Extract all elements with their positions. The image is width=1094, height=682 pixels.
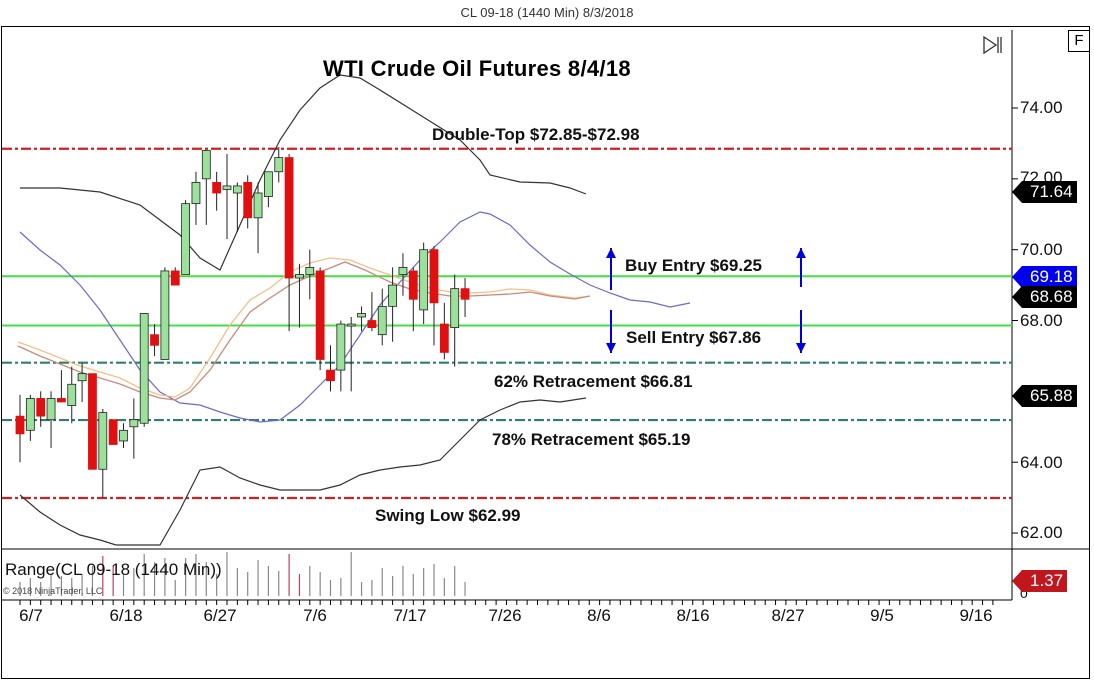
sell-arrow-left-head: [606, 343, 616, 353]
x-tick-label: 6/27: [203, 606, 237, 625]
candle-up: [181, 203, 191, 275]
candle-up: [253, 192, 263, 219]
candle-up: [129, 419, 139, 428]
candle-up: [450, 288, 460, 329]
annotation-buy-entry: Buy Entry $69.25: [625, 256, 763, 275]
candle-up: [419, 249, 429, 311]
candle-up: [98, 412, 108, 470]
candle-up: [77, 373, 87, 382]
candle-up: [46, 398, 56, 421]
x-tick-label: 8/6: [587, 606, 611, 625]
candle-up: [263, 171, 273, 197]
candle-up: [67, 383, 77, 406]
bollinger-lower-band: [19, 397, 587, 546]
candle-down: [36, 398, 46, 417]
buy-entry-marker: 69.18: [1012, 266, 1077, 288]
candle-down: [243, 181, 253, 219]
candle-down: [326, 369, 335, 382]
candle-down: [108, 419, 118, 445]
x-tick-label: 8/27: [771, 606, 805, 625]
window-title: CL 09-18 (1440 Min) 8/3/2018: [460, 5, 634, 20]
candle-up: [346, 323, 356, 327]
candle-up: [25, 398, 35, 431]
x-tick-label: 7/26: [488, 606, 522, 625]
candle-down: [439, 323, 449, 353]
candle-up: [305, 266, 315, 275]
copyright-text: © 2018 NinjaTrader, LLC: [3, 586, 103, 596]
y-tick-70: 70.00: [1020, 240, 1063, 259]
x-tick-label: 7/17: [393, 606, 427, 625]
candle-up: [274, 157, 284, 173]
skip-to-end-icon: [983, 35, 1002, 55]
annotation-62-retracement: 62% Retracement $66.81: [494, 372, 693, 391]
last-price-marker: 71.64: [1012, 181, 1077, 203]
candle-up: [295, 274, 304, 279]
candle-down: [15, 415, 25, 435]
candle-down: [460, 288, 470, 300]
range-y-tick-0: 0: [1020, 585, 1028, 601]
candle-down: [429, 249, 439, 304]
f-button[interactable]: F: [1068, 30, 1090, 52]
annotation-78-retracement: 78% Retracement $65.19: [492, 430, 691, 449]
ma-price-marker: 68.68: [1012, 286, 1077, 308]
chart-frame: [1, 26, 1090, 679]
candle-down: [150, 334, 159, 346]
candle-up: [222, 185, 232, 190]
candle-down: [284, 157, 294, 279]
annotation-swing-low: Swing Low $62.99: [375, 506, 521, 525]
skip-to-end-button[interactable]: [981, 34, 1003, 56]
candle-down: [212, 181, 222, 194]
candle-up: [191, 181, 201, 205]
candle-down: [367, 320, 377, 329]
annotation-double-top: Double-Top $72.85-$72.98: [432, 125, 640, 144]
candle-down: [57, 398, 66, 403]
bollinger-upper-band: [20, 74, 587, 271]
candle-down: [315, 270, 325, 360]
sell-arrow-right-head: [796, 343, 806, 353]
range-value-marker: 1.37: [1011, 570, 1068, 592]
y-tick-68: 68.00: [1020, 311, 1063, 330]
candle-down: [170, 270, 180, 286]
x-tick-label: 9/16: [959, 606, 993, 625]
candle-up: [201, 150, 211, 180]
candle-up: [336, 323, 346, 371]
ema-line-fast: [17, 257, 591, 398]
buy-arrow-right-head: [796, 248, 806, 258]
candle-up: [139, 313, 149, 424]
candle-up: [119, 429, 128, 442]
candle-up: [388, 284, 398, 307]
y-tick-62: 62.00: [1020, 523, 1063, 542]
x-tick-label: 7/6: [303, 606, 327, 625]
candle-down: [408, 270, 418, 300]
range-indicator-label: Range(CL 09-18 (1440 Min)): [5, 560, 222, 579]
x-tick-label: 6/18: [109, 606, 143, 625]
y-tick-74: 74.00: [1020, 98, 1063, 117]
ema-line-slow: [17, 261, 591, 401]
lower-band-marker: 65.88: [1012, 385, 1077, 407]
candle-up: [377, 305, 387, 336]
candle-up: [160, 270, 170, 360]
candle-up: [357, 313, 366, 318]
candle-up: [232, 185, 242, 194]
candle-down: [88, 373, 97, 470]
x-tick-label: 8/16: [676, 606, 710, 625]
y-tick-64: 64.00: [1020, 453, 1063, 472]
annotation-sell-entry: Sell Entry $67.86: [626, 328, 762, 347]
chart-title: WTI Crude Oil Futures 8/4/18: [323, 56, 631, 81]
buy-arrow-left-head: [606, 248, 616, 258]
x-tick-label: 9/5: [870, 606, 894, 625]
x-tick-label: 6/7: [19, 606, 43, 625]
candle-up: [398, 266, 408, 275]
bollinger-middle-band: [19, 211, 691, 423]
